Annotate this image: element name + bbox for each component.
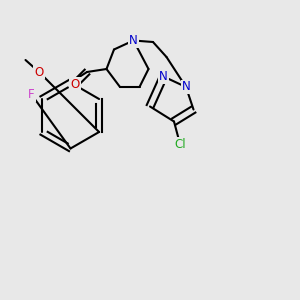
Text: N: N bbox=[182, 80, 190, 94]
Text: F: F bbox=[28, 88, 35, 101]
Text: O: O bbox=[70, 77, 80, 91]
Text: N: N bbox=[159, 70, 168, 83]
Text: N: N bbox=[129, 34, 138, 47]
Text: Cl: Cl bbox=[174, 137, 186, 151]
Text: O: O bbox=[34, 65, 43, 79]
